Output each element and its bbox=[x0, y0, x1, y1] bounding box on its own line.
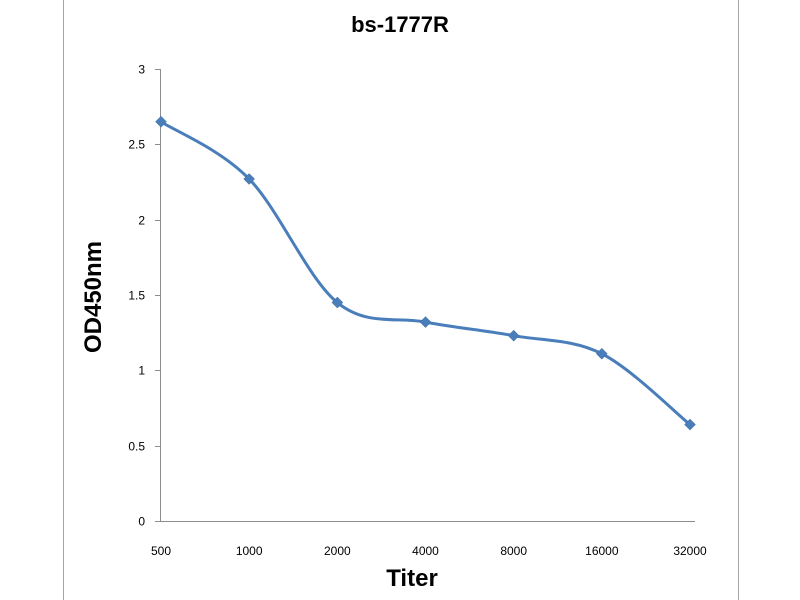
chart-title: bs-1777R bbox=[351, 12, 449, 37]
data-point-marker bbox=[595, 347, 608, 360]
y-axis-title: OD450nm bbox=[80, 241, 107, 353]
y-axis-ticks: 0 0.5 1 1.5 2 2.5 3 bbox=[128, 63, 160, 529]
y-tick-label: 0.5 bbox=[128, 440, 145, 454]
x-tick-label: 2000 bbox=[324, 544, 351, 558]
x-tick-label: 4000 bbox=[412, 544, 439, 558]
data-point-marker bbox=[243, 173, 256, 185]
data-point-marker bbox=[419, 316, 432, 328]
data-point-marker bbox=[155, 115, 167, 128]
x-tick-label: 8000 bbox=[500, 544, 527, 558]
data-point-marker bbox=[331, 296, 344, 309]
series-group bbox=[155, 115, 696, 431]
x-axis-ticks: 500 1000 2000 4000 8000 16000 32000 bbox=[151, 544, 707, 558]
x-tick-label: 32000 bbox=[673, 544, 707, 558]
x-tick-label: 1000 bbox=[236, 544, 263, 558]
data-point-marker bbox=[507, 329, 520, 342]
data-point-marker bbox=[684, 418, 696, 431]
x-axis-title: Titer bbox=[386, 565, 438, 592]
x-tick-label: 16000 bbox=[585, 544, 619, 558]
y-tick-label: 1 bbox=[138, 364, 145, 378]
x-tick-label: 500 bbox=[151, 544, 171, 558]
y-tick-label: 1.5 bbox=[128, 289, 145, 303]
y-tick-label: 0 bbox=[138, 515, 145, 529]
y-tick-label: 2.5 bbox=[128, 138, 145, 152]
y-tick-label: 3 bbox=[138, 63, 145, 77]
y-tick-label: 2 bbox=[138, 214, 145, 228]
series-line bbox=[159, 120, 692, 427]
